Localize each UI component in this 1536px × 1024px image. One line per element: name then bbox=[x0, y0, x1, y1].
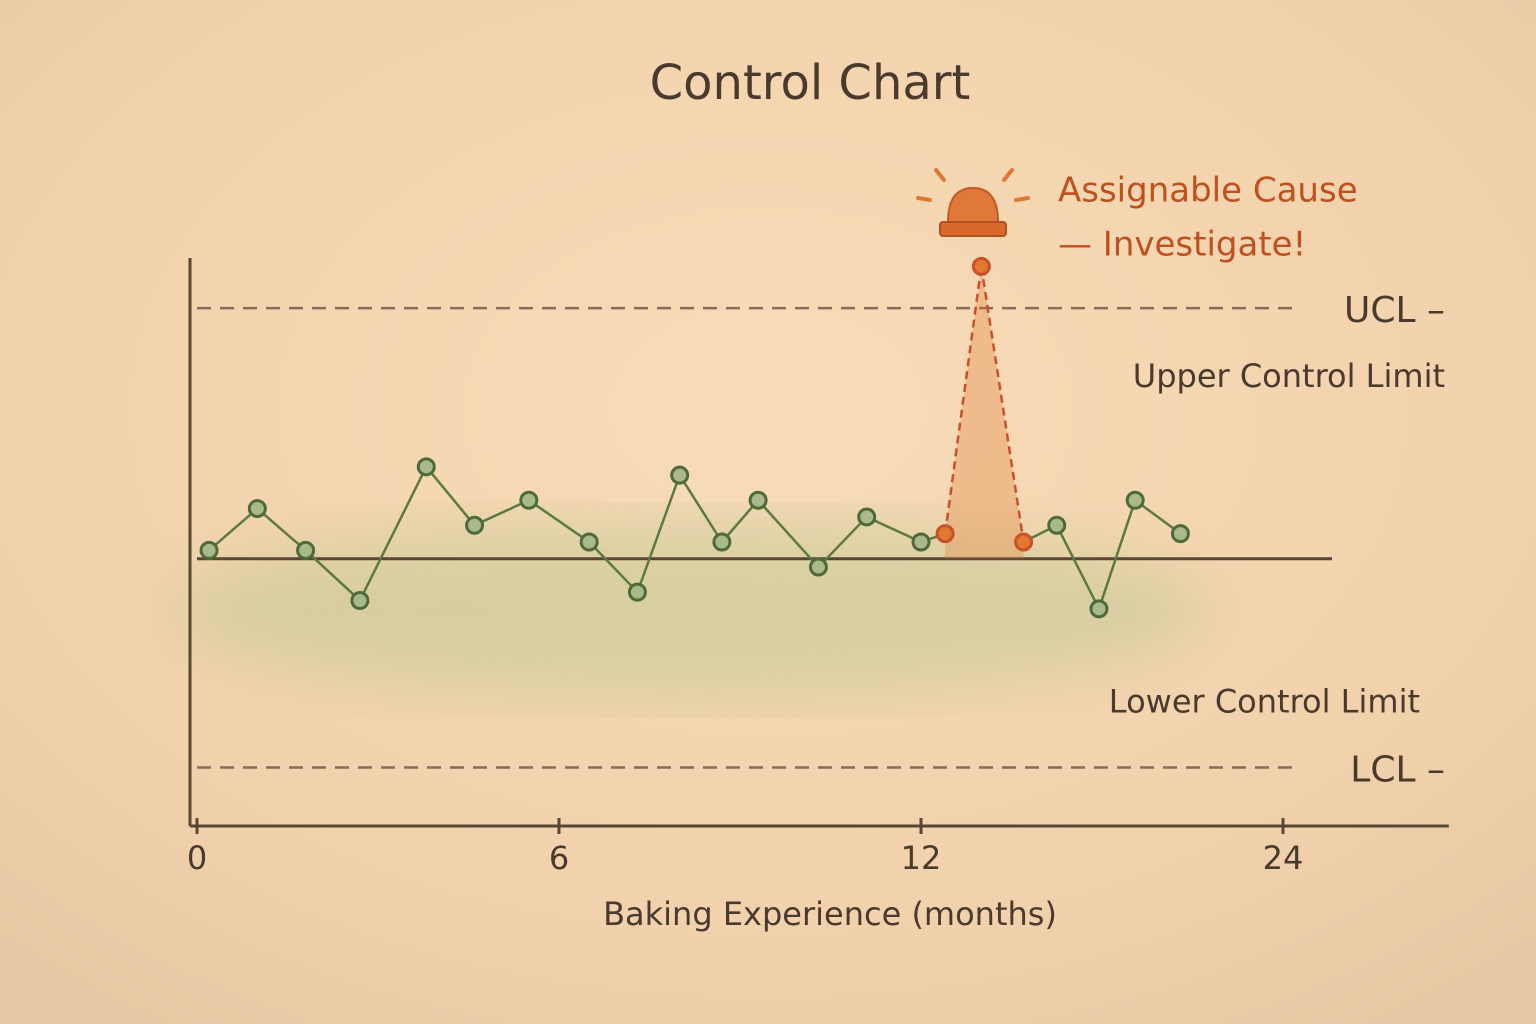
point bbox=[247, 499, 267, 519]
highlight-point bbox=[971, 256, 991, 276]
point bbox=[911, 532, 931, 552]
highlight-point bbox=[935, 524, 955, 544]
line-segment bbox=[256, 507, 307, 552]
line-segment bbox=[1055, 524, 1101, 610]
annotation: Assignable Cause bbox=[1058, 171, 1358, 211]
line-segment bbox=[474, 499, 530, 527]
point bbox=[1089, 599, 1109, 619]
line-segment bbox=[678, 474, 723, 543]
line-segment bbox=[588, 541, 639, 593]
line-segment bbox=[866, 515, 922, 544]
limit-label: UCL – bbox=[1344, 290, 1445, 331]
x-tick-label: 6 bbox=[549, 839, 569, 877]
alarm-icon bbox=[916, 168, 1030, 237]
point bbox=[1170, 524, 1190, 544]
line-segment bbox=[425, 466, 476, 527]
highlight-point bbox=[1014, 532, 1034, 552]
green-haze bbox=[170, 520, 1210, 700]
point bbox=[712, 532, 732, 552]
x-axis-label: Baking Experience (months) bbox=[603, 895, 1057, 933]
annotation: — Investigate! bbox=[1058, 225, 1306, 265]
point bbox=[350, 590, 370, 610]
highlight-segment bbox=[943, 266, 983, 534]
point bbox=[579, 532, 599, 552]
line-segment bbox=[208, 507, 259, 552]
line-segment bbox=[757, 499, 820, 568]
point bbox=[199, 540, 219, 560]
point bbox=[627, 582, 647, 602]
point bbox=[670, 465, 690, 485]
point bbox=[857, 507, 877, 527]
line-segment bbox=[304, 549, 361, 602]
point bbox=[1125, 490, 1145, 510]
point bbox=[465, 515, 485, 535]
point bbox=[1047, 515, 1067, 535]
limit-description: Lower Control Limit bbox=[1109, 683, 1420, 721]
highlight-segment bbox=[980, 266, 1025, 543]
limit-description: Upper Control Limit bbox=[1133, 357, 1445, 395]
line-segment bbox=[817, 516, 868, 568]
point bbox=[296, 540, 316, 560]
line-segment bbox=[528, 499, 590, 544]
highlight-area bbox=[945, 266, 1024, 559]
x-tick-label: 24 bbox=[1263, 839, 1304, 877]
chart-title: Control Chart bbox=[650, 55, 971, 111]
point bbox=[808, 557, 828, 577]
point bbox=[519, 490, 539, 510]
limit-label: LCL – bbox=[1350, 750, 1445, 791]
line-segment bbox=[1097, 499, 1137, 610]
line-segment bbox=[636, 474, 681, 593]
x-tick-label: 0 bbox=[187, 839, 207, 877]
point bbox=[748, 490, 768, 510]
point bbox=[416, 457, 436, 477]
line-segment bbox=[358, 466, 428, 602]
x-tick-label: 12 bbox=[901, 839, 942, 877]
